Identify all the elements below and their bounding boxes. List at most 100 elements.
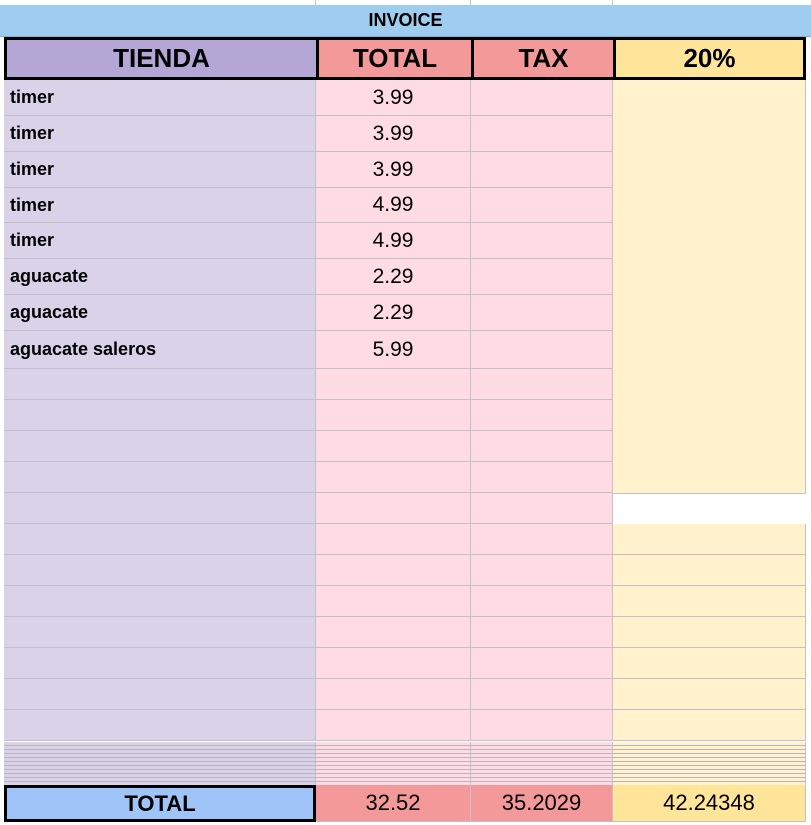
empty-cell (316, 369, 471, 400)
hidden-row (613, 742, 806, 746)
empty-cell (4, 586, 316, 617)
grid-stub (470, 0, 471, 5)
empty-cell (471, 555, 613, 586)
empty-cell (471, 462, 613, 493)
total-cell: 4.99 (316, 188, 471, 223)
hidden-row (4, 746, 316, 750)
item-cell: aguacate saleros (4, 331, 316, 369)
item-cell: timer (4, 188, 316, 223)
hidden-row (4, 778, 316, 782)
tax-cell (471, 259, 613, 295)
tax-cell (471, 188, 613, 223)
empty-cell (4, 400, 316, 431)
item-cell: timer (4, 116, 316, 152)
hidden-row (613, 754, 806, 758)
merged-cell (613, 80, 806, 494)
total-cell: 3.99 (316, 116, 471, 152)
empty-cell (316, 586, 471, 617)
hidden-row (613, 750, 806, 754)
item-cell: aguacate (4, 259, 316, 295)
hidden-row (613, 762, 806, 766)
hidden-row (4, 742, 316, 746)
hidden-row (4, 758, 316, 762)
empty-cell (471, 648, 613, 679)
hidden-row (613, 766, 806, 770)
empty-cell (471, 493, 613, 524)
hidden-row (316, 778, 471, 782)
empty-cell (471, 586, 613, 617)
hidden-row (471, 762, 613, 766)
footer-cell: TOTAL (4, 785, 316, 822)
item-cell: timer (4, 80, 316, 116)
empty-cell (613, 555, 806, 586)
hidden-row (471, 766, 613, 770)
hidden-row (471, 770, 613, 774)
empty-cell (471, 679, 613, 710)
empty-cell (4, 369, 316, 400)
title-bar: INVOICE (0, 5, 811, 37)
hidden-row (4, 762, 316, 766)
footer-cell: 32.52 (316, 785, 471, 822)
total-cell: 2.29 (316, 259, 471, 295)
footer-cell: 42.24348 (613, 785, 806, 822)
hidden-row (316, 758, 471, 762)
hidden-row (316, 742, 471, 746)
total-cell: 4.99 (316, 223, 471, 259)
empty-cell (471, 617, 613, 648)
empty-cell (4, 617, 316, 648)
empty-cell (316, 524, 471, 555)
empty-cell (471, 400, 613, 431)
hidden-row (316, 774, 471, 778)
item-cell: aguacate (4, 295, 316, 331)
header-cell: 20% (613, 37, 806, 80)
empty-cell (316, 679, 471, 710)
tax-cell (471, 80, 613, 116)
empty-cell (4, 679, 316, 710)
footer-cell: 35.2029 (471, 785, 613, 822)
empty-cell (316, 710, 471, 741)
tax-cell (471, 223, 613, 259)
hidden-row (471, 774, 613, 778)
hidden-row (471, 778, 613, 782)
empty-cell (4, 524, 316, 555)
empty-cell (316, 648, 471, 679)
empty-cell (613, 617, 806, 648)
empty-cell (4, 710, 316, 741)
hidden-row (4, 774, 316, 778)
empty-cell (613, 648, 806, 679)
empty-cell (4, 431, 316, 462)
grid-stub (315, 0, 316, 5)
tax-cell (471, 152, 613, 188)
hidden-row (613, 770, 806, 774)
hidden-row (316, 754, 471, 758)
hidden-row (613, 758, 806, 762)
hidden-row (316, 750, 471, 754)
hidden-row (471, 746, 613, 750)
empty-cell (471, 431, 613, 462)
tax-cell (471, 295, 613, 331)
empty-cell (316, 400, 471, 431)
header-cell: TOTAL (316, 37, 474, 80)
hidden-row (613, 746, 806, 750)
total-cell: 5.99 (316, 331, 471, 369)
empty-cell (613, 710, 806, 741)
hidden-row (471, 754, 613, 758)
empty-cell (316, 617, 471, 648)
hidden-row (4, 770, 316, 774)
hidden-row (613, 774, 806, 778)
empty-cell (4, 648, 316, 679)
total-cell: 3.99 (316, 152, 471, 188)
empty-cell (471, 524, 613, 555)
empty-cell (4, 555, 316, 586)
hidden-row (316, 766, 471, 770)
hidden-row (4, 750, 316, 754)
grid-stub (612, 0, 613, 5)
empty-cell (4, 462, 316, 493)
empty-cell (613, 524, 806, 555)
hidden-row (471, 758, 613, 762)
empty-cell (613, 586, 806, 617)
tax-cell (471, 331, 613, 369)
header-cell: TIENDA (4, 37, 319, 80)
empty-cell (471, 369, 613, 400)
